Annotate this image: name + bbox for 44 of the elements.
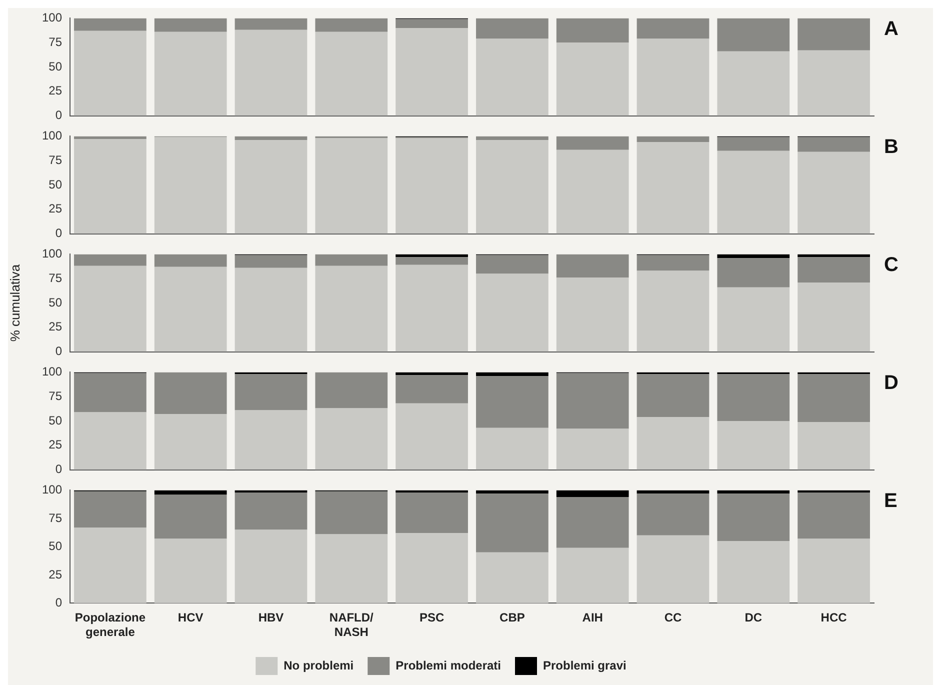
x-tick-label: AIH	[582, 610, 603, 625]
y-tick-label: 75	[48, 152, 62, 167]
y-tick-label: 0	[55, 596, 62, 610]
x-tick-label: NAFLD/NASH	[329, 610, 374, 640]
y-tick-label: 100	[42, 246, 62, 261]
y-tick-label: 50	[48, 413, 62, 428]
y-tick-label: 50	[48, 177, 62, 192]
x-tick-label: CC	[664, 610, 682, 625]
y-tick-label: 75	[48, 388, 62, 403]
legend-label: Problemi gravi	[543, 658, 626, 672]
y-tick-label: 0	[55, 108, 62, 122]
y-tick-label: 0	[55, 462, 62, 476]
y-tick-label: 25	[48, 320, 62, 334]
y-axis-title: % cumulativa	[7, 264, 22, 342]
y-tick-label: 75	[48, 510, 62, 525]
y-tick-label: 100	[42, 10, 62, 25]
y-tick-label: 100	[42, 128, 62, 143]
legend-label: Problemi moderati	[396, 658, 501, 672]
x-tick-label: HBV	[258, 610, 284, 625]
x-tick-label: CBP	[500, 610, 525, 625]
y-tick-label: 25	[48, 438, 62, 452]
legend-label: No problemi	[284, 658, 354, 672]
y-tick-label: 50	[48, 539, 62, 554]
y-tick-label: 50	[48, 59, 62, 74]
y-tick-label: 25	[48, 84, 62, 98]
y-tick-label: 25	[48, 202, 62, 216]
chart-title: C	[883, 253, 898, 277]
x-tick-label: HCC	[820, 610, 848, 625]
y-tick-label: 100	[42, 364, 62, 379]
chart-title: D	[883, 371, 898, 395]
y-tick-label: 100	[42, 482, 62, 497]
y-tick-label: 75	[48, 270, 62, 285]
chart-title: A	[883, 17, 898, 41]
chart-title: B	[883, 135, 898, 159]
y-tick-label: 50	[48, 295, 62, 310]
x-tick-label: DC	[744, 610, 762, 625]
y-tick-label: 0	[55, 226, 62, 240]
chart-title: E	[883, 489, 898, 513]
x-tick-label: Popolazione generale	[74, 610, 146, 640]
x-tick-label: HCV	[178, 610, 204, 625]
y-tick-label: 75	[48, 34, 62, 49]
x-tick-label: PSC	[419, 610, 444, 625]
y-tick-label: 0	[55, 344, 62, 358]
y-tick-label: 25	[48, 567, 62, 582]
